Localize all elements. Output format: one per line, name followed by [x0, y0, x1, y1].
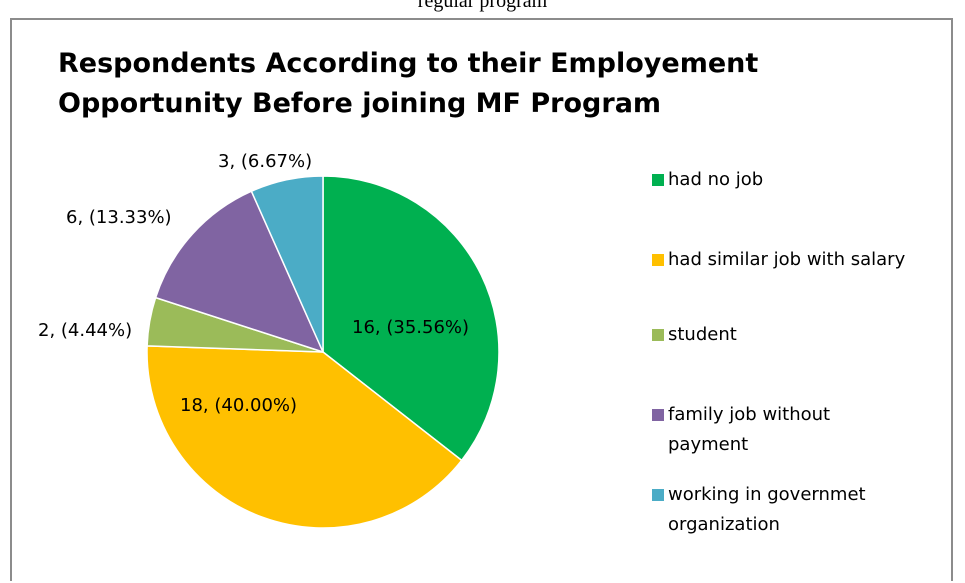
data-label: 16, (35.56%) [352, 317, 469, 338]
legend-swatch [652, 409, 664, 421]
legend-item-had-similar-job: had similar job with salary [652, 245, 905, 275]
legend-item-had-no-job: had no job [652, 165, 763, 195]
legend-swatch [652, 329, 664, 341]
legend-label: had similar job with salary [668, 249, 906, 270]
legend-swatch [652, 489, 664, 501]
page-caption-fragment: regular program [417, 0, 548, 12]
legend-label: family job without payment [668, 404, 831, 455]
chart-frame [10, 18, 953, 581]
data-label: 2, (4.44%) [38, 320, 132, 341]
chart-title-line-1: Respondents According to their Employeme… [58, 48, 759, 79]
pie-slice-working-in-governmet-organization [250, 175, 324, 353]
pie-slice-had-similar-job-with-salary [146, 345, 463, 529]
legend-label: working in governmet organization [668, 484, 866, 535]
pie-slice-family-job-without-payment [154, 190, 325, 354]
pie-slice-had-no-job [322, 175, 500, 462]
legend-swatch [652, 174, 664, 186]
chart-title-line-2: Opportunity Before joining MF Program [58, 88, 662, 119]
data-label: 18, (40.00%) [180, 395, 297, 416]
data-label: 3, (6.67%) [218, 151, 312, 172]
data-label: 6, (13.33%) [66, 207, 172, 228]
legend-item-student: student [652, 320, 737, 350]
legend-item-working-in-government: working in governmet organization [652, 480, 912, 540]
chart-title: Respondents According to their Employeme… [58, 44, 778, 124]
legend-item-family-job: family job without payment [652, 400, 882, 460]
legend-swatch [652, 254, 664, 266]
legend-label: student [668, 324, 737, 345]
legend-label: had no job [668, 169, 764, 190]
